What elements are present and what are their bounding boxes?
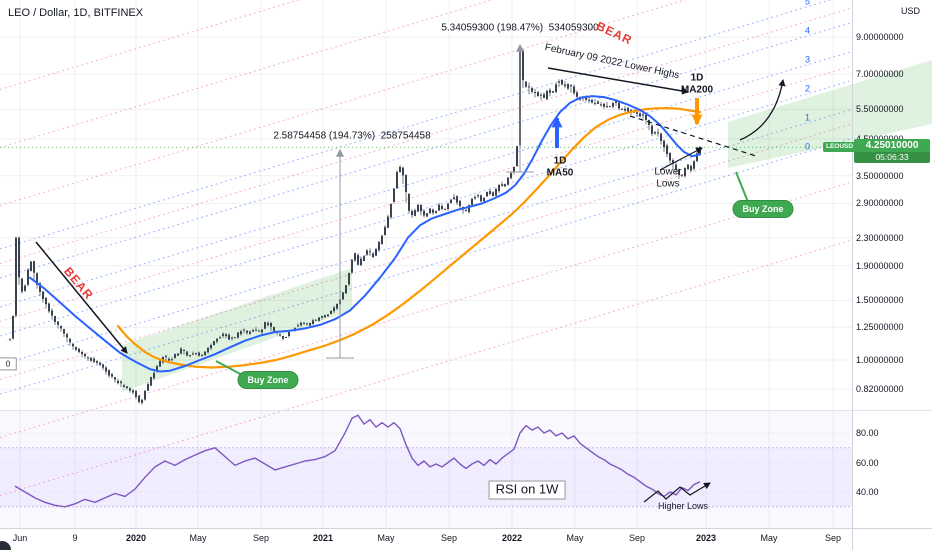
downtrend-dashed-line[interactable]: [629, 115, 757, 157]
channel-level-label: 3: [805, 55, 810, 65]
lower-highs-arrow[interactable]: [547, 67, 690, 95]
current-price-value: 4.25010000: [865, 140, 919, 151]
channel-line-blue[interactable]: [0, 137, 853, 395]
channel-line-pink[interactable]: [0, 181, 853, 438]
channel-level-label: 4: [805, 26, 810, 36]
symbol-flag-tag: LEOUSD: [823, 142, 857, 152]
symbol-title[interactable]: LEO / Dollar, 1D, BITFINEX: [8, 7, 144, 19]
buy-zone-band-lower[interactable]: [122, 268, 352, 392]
higher-lows-arrow[interactable]: [643, 482, 711, 503]
bar-close-countdown: 05:06:33: [854, 152, 930, 163]
rsi-pane: [0, 411, 852, 528]
candles: [9, 48, 701, 405]
channel-line-pink[interactable]: [0, 65, 853, 322]
channel-level-label: 2: [805, 84, 810, 94]
rsi-band: [0, 447, 852, 507]
channel-line-blue[interactable]: [0, 50, 853, 308]
channel-line-blue[interactable]: [0, 21, 853, 279]
buyzone2-leader[interactable]: [735, 171, 749, 203]
price-axis-unit-label: USD: [901, 6, 921, 16]
ma200-line[interactable]: [116, 107, 702, 369]
buyzone1-leader[interactable]: [215, 360, 245, 377]
channel-level-label: 0: [805, 142, 810, 152]
channel-level-label: 5: [805, 0, 810, 7]
breakout-curved-arrow[interactable]: [739, 78, 786, 141]
corner-logo[interactable]: [0, 541, 11, 550]
rsi-line[interactable]: [14, 414, 701, 508]
current-price-badge: 4.25010000 05:06:33: [854, 139, 930, 163]
lower-lows-arrow[interactable]: [659, 147, 703, 171]
ma50-line[interactable]: [29, 95, 701, 373]
bear-left-arrow[interactable]: [35, 241, 128, 354]
channel-line-pink[interactable]: [0, 7, 853, 264]
channel-level-label: 1: [805, 113, 810, 123]
channel-line-pink[interactable]: [0, 239, 853, 496]
channel-line-pink[interactable]: [0, 0, 852, 206]
channel-line-blue[interactable]: [0, 79, 853, 337]
channel-line-pink[interactable]: [0, 123, 853, 380]
channel-line-blue[interactable]: [0, 108, 853, 366]
buy-zone-band-upper[interactable]: [728, 60, 932, 168]
channel-line-blue[interactable]: [0, 0, 852, 250]
